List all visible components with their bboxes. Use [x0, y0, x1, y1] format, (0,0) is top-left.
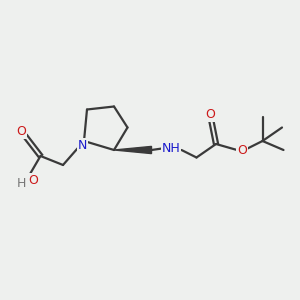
- Text: O: O: [28, 174, 38, 187]
- Text: O: O: [238, 144, 247, 157]
- Text: O: O: [205, 108, 215, 122]
- Text: O: O: [16, 124, 26, 138]
- Text: H: H: [17, 177, 26, 190]
- Text: N: N: [78, 139, 87, 152]
- Polygon shape: [114, 146, 152, 154]
- Text: NH: NH: [162, 142, 180, 155]
